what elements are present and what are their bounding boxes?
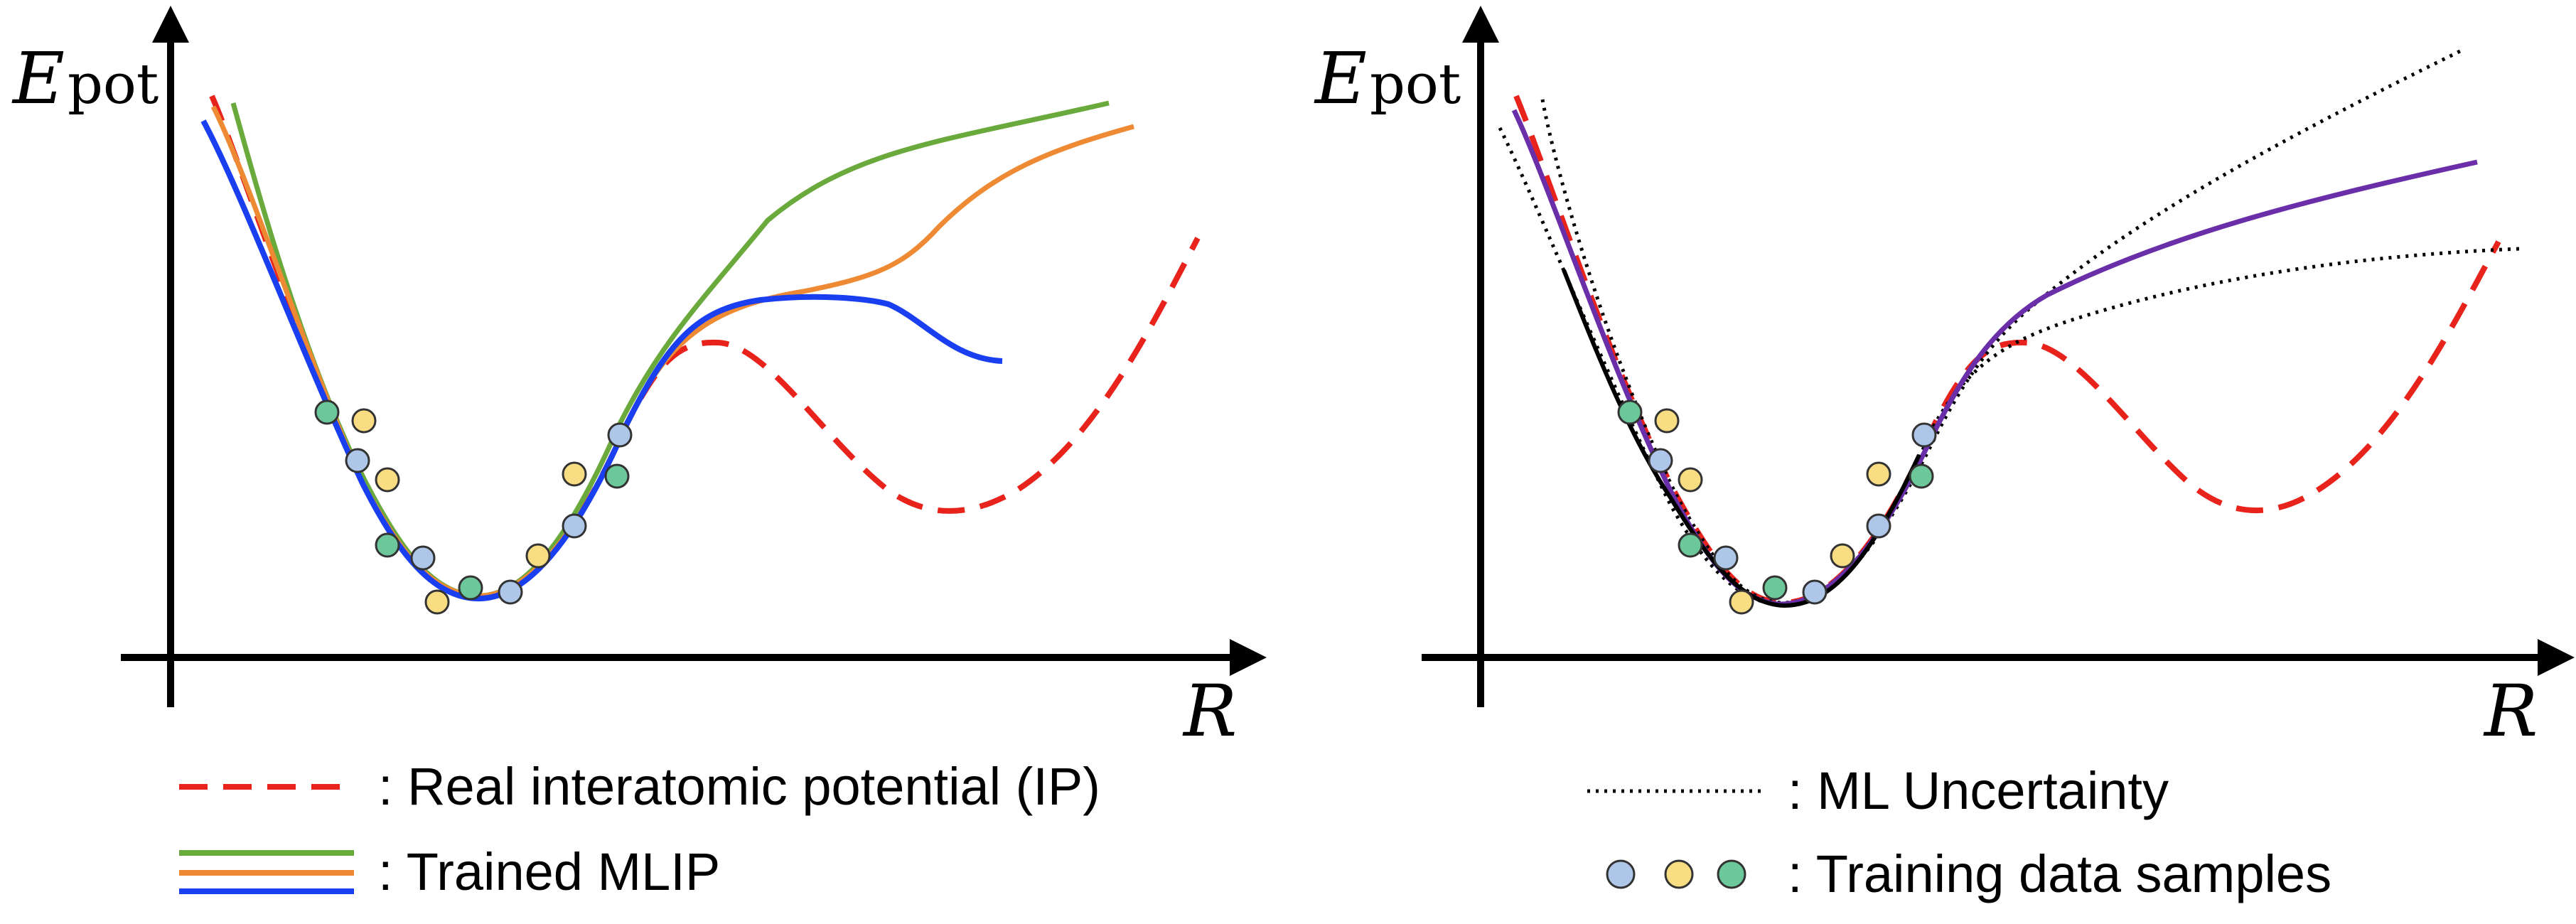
sample-point (562, 461, 587, 487)
sample-point (1909, 463, 1934, 489)
right-axes (1422, 6, 2575, 707)
right-uncertainty-upper (1498, 48, 2464, 606)
left-training-samples (314, 399, 633, 615)
right-y-arrowhead (1462, 6, 1499, 43)
sample-point (1654, 408, 1680, 434)
left-axes (121, 6, 1267, 707)
sample-point (1762, 575, 1788, 601)
left-y-arrowhead (152, 6, 189, 43)
sample-point (498, 579, 523, 605)
right-training-samples (1617, 399, 1937, 615)
right-x-axis-label: R (2483, 670, 2538, 753)
sample-point (525, 543, 551, 569)
legend-uncertainty-label: : ML Uncertainty (1788, 761, 2169, 820)
sample-point (1678, 532, 1703, 558)
legend-samples-label: : Training data samples (1788, 844, 2331, 903)
legend-sample-blue (1606, 859, 1636, 889)
left-y-axis-label: Epot (11, 37, 159, 120)
sample-point (1729, 589, 1754, 615)
sample-point (345, 448, 370, 473)
sample-point (314, 399, 340, 425)
legend-left: : Real interatomic potential (IP) : Trai… (179, 757, 1100, 901)
right-fit-curve (1562, 269, 1921, 608)
sample-point (1648, 448, 1673, 473)
right-x-arrowhead (2538, 639, 2575, 676)
sample-point (1911, 422, 1937, 448)
legend-sample-green (1717, 859, 1746, 889)
left-x-axis-label: R (1182, 670, 1237, 753)
sample-point (562, 513, 587, 539)
sample-point (375, 532, 400, 558)
sample-point (1866, 461, 1891, 487)
sample-point (1617, 399, 1643, 425)
sample-point (1830, 543, 1855, 569)
legend-real-ip-label: : Real interatomic potential (IP) (378, 757, 1100, 816)
sample-point (607, 422, 633, 448)
right-y-axis-label: Epot (1314, 37, 1461, 120)
sample-point (410, 545, 436, 571)
sample-point (351, 408, 377, 434)
sample-point (375, 467, 400, 493)
right-real-ip-curve (1513, 95, 2501, 606)
legend-sample-yellow (1664, 859, 1694, 889)
sample-point (1802, 579, 1828, 605)
sample-point (1713, 545, 1739, 571)
legend-right: : ML Uncertainty : Training data samples (1587, 761, 2331, 903)
left-real-ip-curve (209, 95, 1201, 601)
left-x-arrowhead (1230, 639, 1267, 676)
sample-point (458, 575, 483, 601)
sample-point (424, 589, 450, 615)
sample-point (1866, 513, 1891, 539)
left-panel: Epot R (11, 6, 1267, 753)
left-mlip-blue-curve (200, 119, 1003, 602)
legend-mlip-label: : Trained MLIP (378, 842, 720, 901)
right-panel: Epot R (1314, 6, 2575, 753)
sample-point (604, 463, 630, 489)
sample-point (1678, 467, 1703, 493)
